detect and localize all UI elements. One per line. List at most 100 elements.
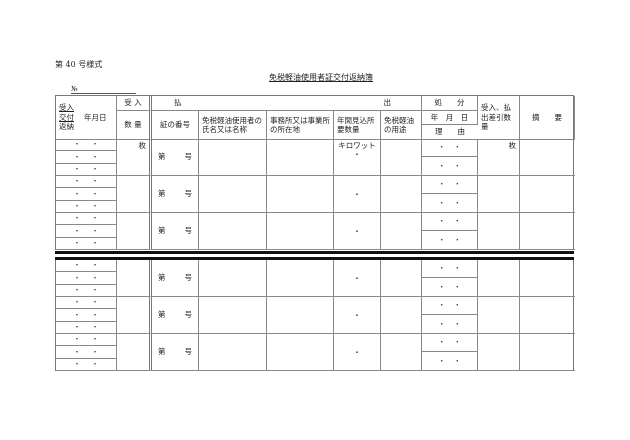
cert-number-cell[interactable]: 第号 [152,213,199,250]
date-cell[interactable]: ・・ [56,284,117,297]
user-name-cell[interactable] [199,297,267,334]
disposal-date-cell[interactable]: ・・ [422,334,478,353]
date-separator: ・ [453,198,461,207]
disposal-reason-cell[interactable]: ・・ [422,157,478,176]
page-title: 免税軽油使用者証交付返納簿 [269,73,373,82]
date-separator: ・ [453,356,461,365]
user-name-cell[interactable] [199,334,267,371]
annual-quantity-cell[interactable]: ・ [334,334,381,371]
remarks-cell[interactable] [520,139,575,176]
date-cell[interactable]: ・・ [56,334,117,347]
usage-cell[interactable] [381,334,422,371]
date-cell[interactable]: ・・ [56,200,117,213]
remarks-cell[interactable] [520,334,575,371]
cert-number-cell[interactable]: 第号 [152,297,199,334]
date-cell[interactable]: ・・ [56,225,117,238]
date-separator: ・ [438,161,446,170]
date-cell[interactable]: ・・ [56,297,117,310]
date-separator: ・ [91,335,99,344]
quantity-cell[interactable]: 枚 [117,139,152,176]
usage-cell[interactable] [381,213,422,250]
date-cell[interactable]: ・・ [56,237,117,250]
date-separator: ・ [438,198,446,207]
quantity-cell[interactable] [117,260,152,297]
date-separator: ・ [453,282,461,291]
date-separator: ・ [438,217,446,226]
header-receive: 受 入 [117,96,152,111]
decimal-point: ・ [353,227,361,237]
date-cell[interactable]: ・・ [56,346,117,359]
office-cell[interactable] [267,260,334,297]
annual-quantity-cell[interactable]: ・ [334,213,381,250]
balance-cell[interactable] [478,213,520,250]
date-separator: ・ [91,285,99,294]
office-cell[interactable] [267,334,334,371]
quantity-cell[interactable] [117,176,152,213]
date-cell[interactable]: ・・ [56,163,117,176]
date-cell[interactable]: ・・ [56,176,117,189]
date-separator: ・ [91,322,99,331]
disposal-date-cell[interactable]: ・・ [422,260,478,279]
date-cell[interactable]: ・・ [56,358,117,371]
remarks-cell[interactable] [520,297,575,334]
usage-cell[interactable] [381,176,422,213]
quantity-cell[interactable] [117,213,152,250]
cert-number-suffix: 号 [184,310,193,320]
user-name-cell[interactable] [199,213,267,250]
cert-number-cell[interactable]: 第号 [152,139,199,176]
cert-number-cell[interactable]: 第号 [152,176,199,213]
annual-quantity-cell[interactable]: ・ [334,297,381,334]
disposal-date-cell[interactable]: ・・ [422,213,478,232]
disposal-reason-cell[interactable]: ・・ [422,278,478,297]
date-cell[interactable]: ・・ [56,213,117,226]
date-cell[interactable]: ・・ [56,151,117,164]
office-cell[interactable] [267,213,334,250]
balance-cell[interactable] [478,260,520,297]
balance-cell[interactable] [478,297,520,334]
office-cell[interactable] [267,297,334,334]
usage-cell[interactable] [381,139,422,176]
date-separator: ・ [453,235,461,244]
remarks-cell[interactable] [520,176,575,213]
disposal-date-cell[interactable]: ・・ [422,176,478,195]
office-cell[interactable] [267,176,334,213]
cert-number-suffix: 号 [184,226,193,236]
cert-number-cell[interactable]: 第号 [152,260,199,297]
annual-quantity-cell[interactable]: キロワット・ [334,139,381,176]
user-name-cell[interactable] [199,139,267,176]
remarks-cell[interactable] [520,260,575,297]
date-separator: ・ [91,273,99,282]
disposal-reason-cell[interactable]: ・・ [422,315,478,334]
balance-cell[interactable] [478,176,520,213]
date-separator: ・ [73,298,81,307]
block-separator [55,251,574,254]
date-cell[interactable]: ・・ [56,321,117,334]
remarks-cell[interactable] [520,213,575,250]
date-cell[interactable]: ・・ [56,139,117,152]
annual-quantity-cell[interactable]: ・ [334,260,381,297]
disposal-date-cell[interactable]: ・・ [422,139,478,158]
number-field[interactable]: № [71,85,136,94]
disposal-reason-cell[interactable]: ・・ [422,352,478,371]
cert-number-prefix: 第 [158,347,166,357]
annual-quantity-cell[interactable]: ・ [334,176,381,213]
date-cell[interactable]: ・・ [56,260,117,273]
usage-cell[interactable] [381,297,422,334]
disposal-date-cell[interactable]: ・・ [422,297,478,316]
user-name-cell[interactable] [199,260,267,297]
balance-cell[interactable]: 枚 [478,139,520,176]
balance-cell[interactable] [478,334,520,371]
cert-number-cell[interactable]: 第号 [152,334,199,371]
disposal-reason-cell[interactable]: ・・ [422,231,478,250]
office-cell[interactable] [267,139,334,176]
date-cell[interactable]: ・・ [56,188,117,201]
date-cell[interactable]: ・・ [56,272,117,285]
disposal-reason-cell[interactable]: ・・ [422,194,478,213]
date-cell[interactable]: ・・ [56,309,117,322]
quantity-cell[interactable] [117,297,152,334]
usage-cell[interactable] [381,260,422,297]
label-pay: 払 [174,98,182,108]
date-separator: ・ [91,359,99,368]
quantity-cell[interactable] [117,334,152,371]
user-name-cell[interactable] [199,176,267,213]
